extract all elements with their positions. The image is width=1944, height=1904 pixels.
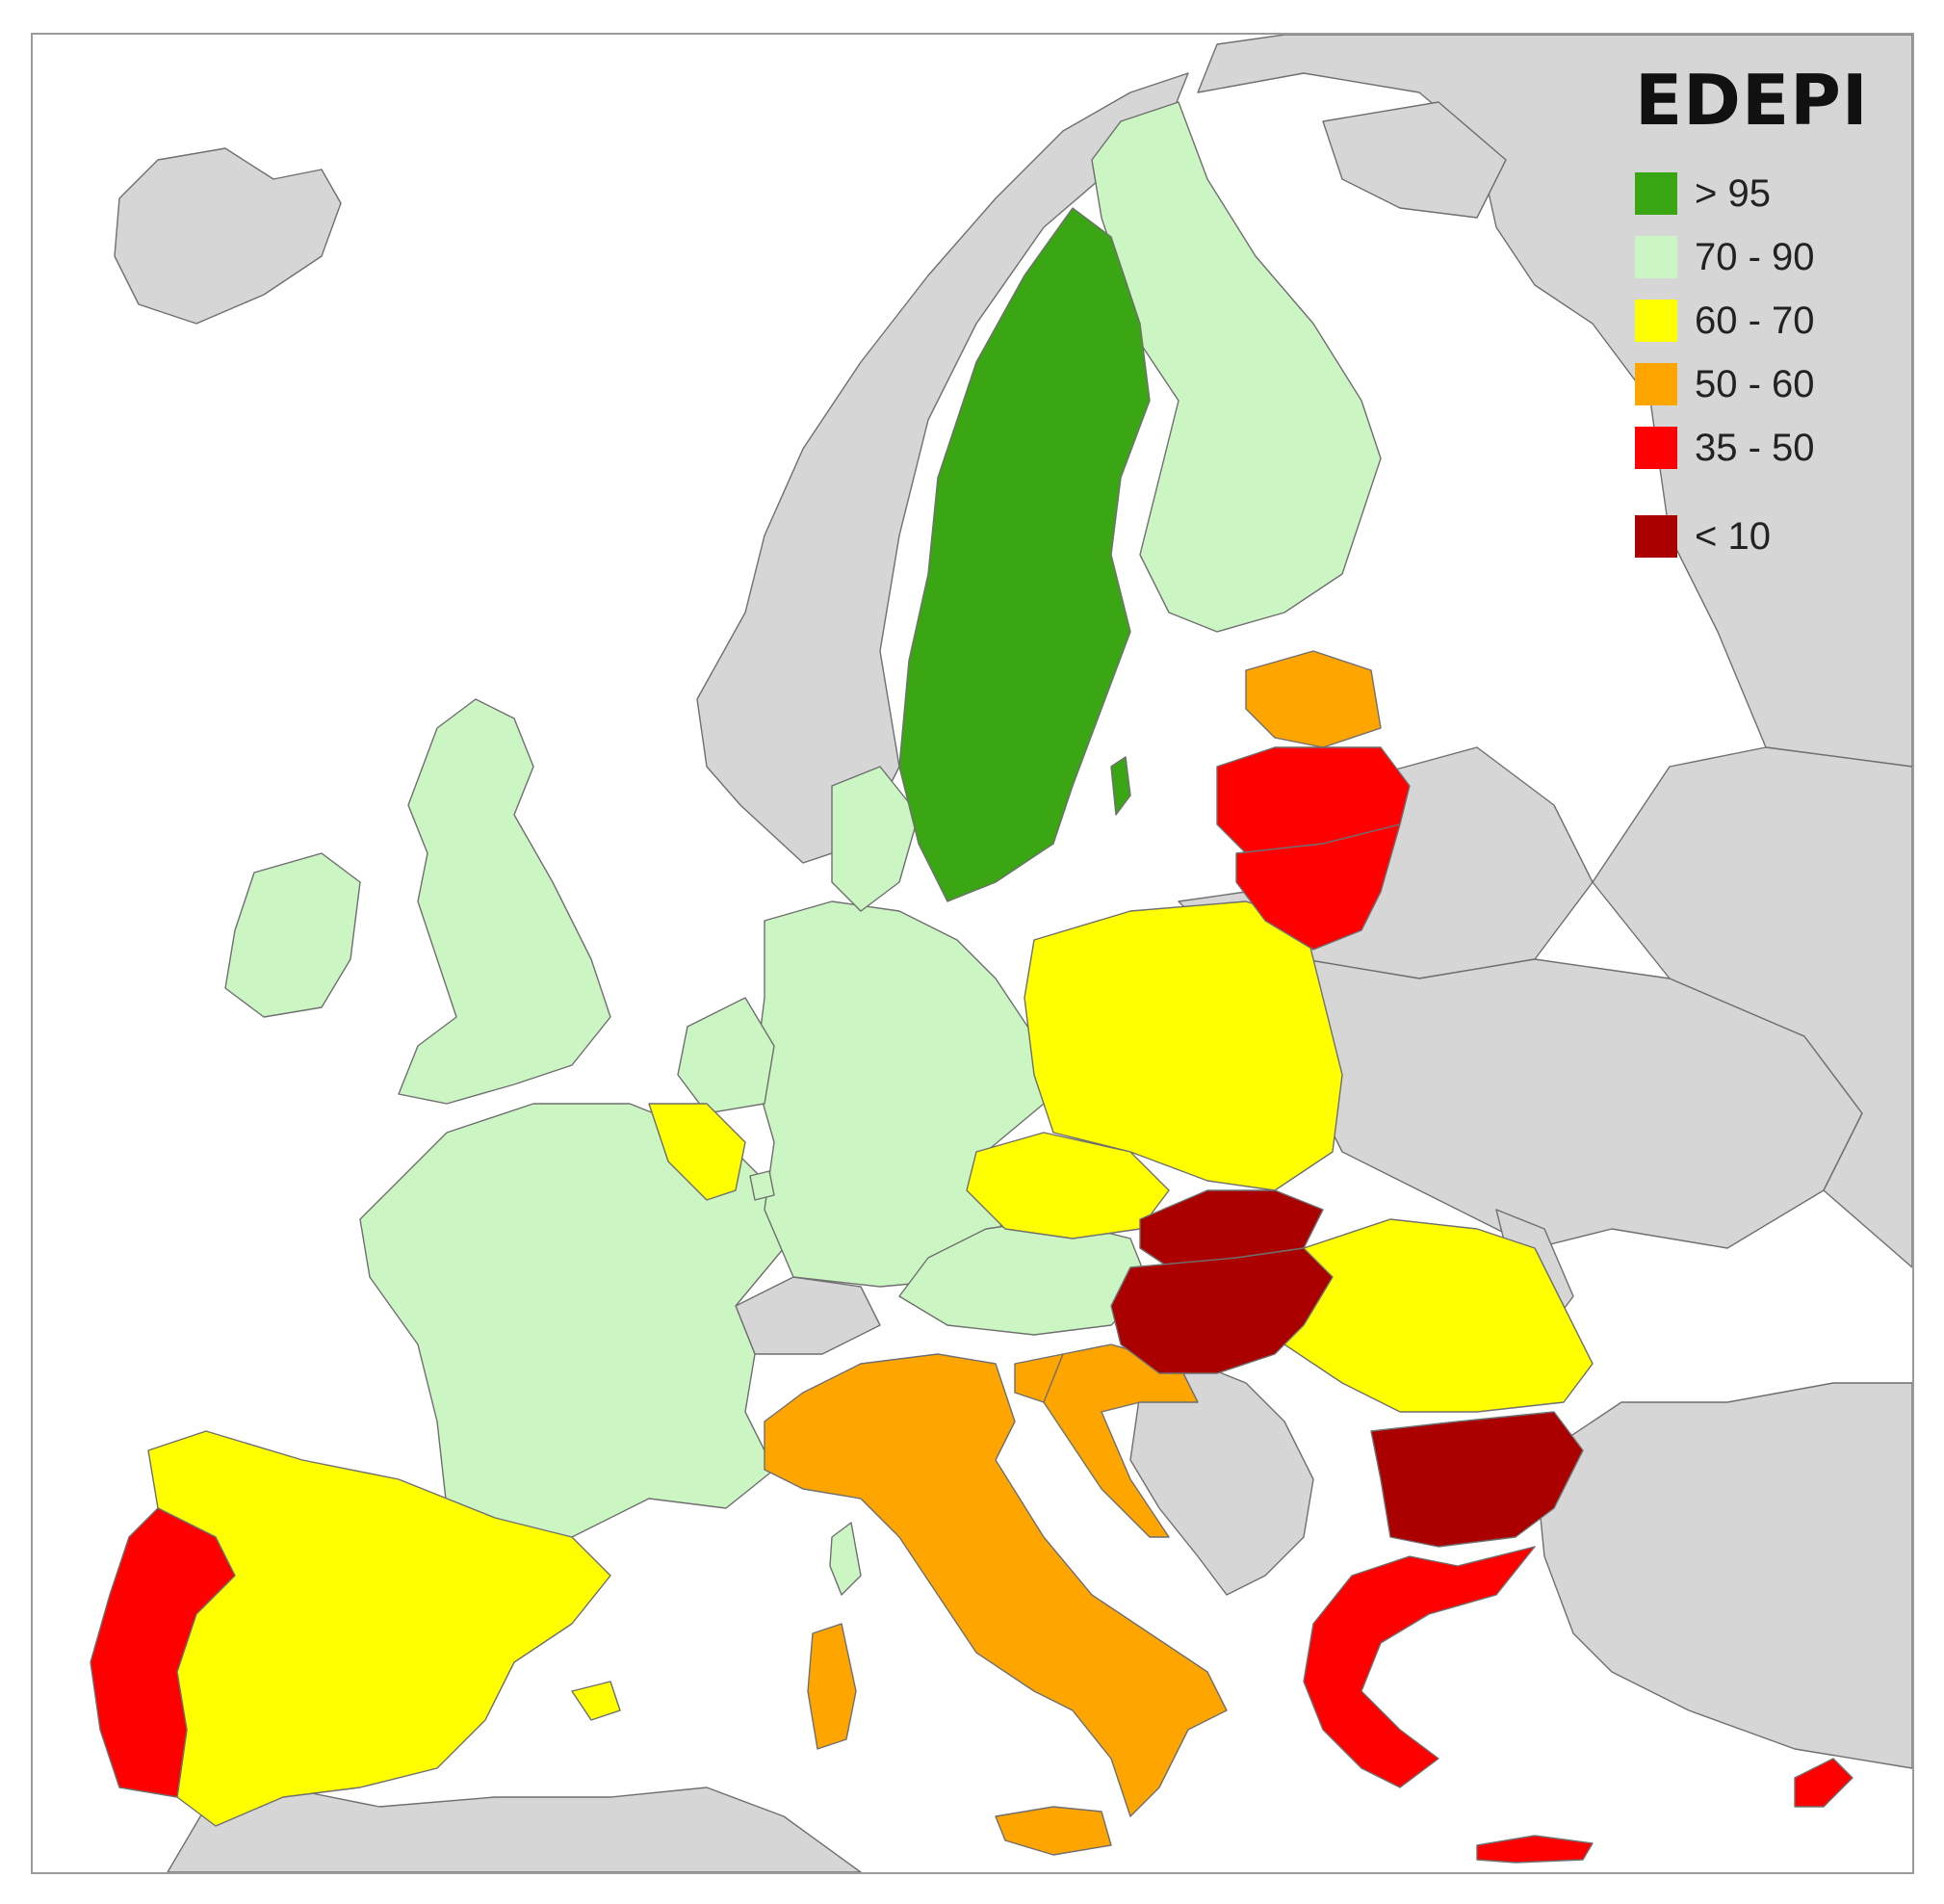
- belgium: [648, 1103, 746, 1201]
- greece: [1303, 1546, 1536, 1788]
- legend-swatch: [1635, 515, 1677, 558]
- crete: [1476, 1835, 1594, 1864]
- denmark: [831, 766, 920, 912]
- map-frame: EDEPI > 95 70 - 90 60 - 70 50 - 60 35 - …: [31, 33, 1914, 1874]
- turkey: [1534, 1382, 1912, 1769]
- gotland: [1110, 756, 1131, 816]
- corsica: [829, 1522, 862, 1596]
- kola-peninsula: [1322, 101, 1507, 219]
- cyprus: [1794, 1758, 1853, 1808]
- legend-label: 35 - 50: [1695, 426, 1815, 469]
- bulgaria: [1370, 1411, 1584, 1548]
- legend-item: > 95: [1635, 162, 1866, 225]
- legend-label: < 10: [1695, 514, 1771, 558]
- estonia: [1245, 650, 1382, 748]
- italy: [764, 1353, 1228, 1817]
- uk: [398, 698, 611, 1105]
- legend-label: > 95: [1695, 171, 1771, 215]
- legend-item: 60 - 70: [1635, 289, 1866, 352]
- legend-swatch: [1635, 363, 1677, 405]
- netherlands: [677, 997, 775, 1114]
- non-eu-regions: [114, 35, 1912, 1872]
- legend-swatch: [1635, 427, 1677, 469]
- balearic-islands: [571, 1681, 621, 1721]
- norway: [696, 72, 1189, 864]
- legend-swatch: [1635, 236, 1677, 278]
- lithuania: [1235, 823, 1401, 951]
- legend-item: 35 - 50: [1635, 416, 1866, 480]
- legend-item: 70 - 90: [1635, 225, 1866, 289]
- legend-item: < 10: [1635, 505, 1866, 568]
- latvia: [1216, 746, 1411, 854]
- hungary: [1110, 1247, 1334, 1374]
- europe-map: [90, 35, 1912, 1872]
- legend-item: 50 - 60: [1635, 352, 1866, 416]
- legend-title: EDEPI: [1635, 60, 1869, 141]
- russia-east: [1592, 746, 1912, 1268]
- ireland: [224, 852, 361, 1018]
- legend-label: 50 - 60: [1695, 362, 1815, 405]
- portugal: [90, 1507, 236, 1798]
- eu-countries: [90, 101, 1853, 1864]
- balkans-west: [1129, 1363, 1314, 1596]
- legend: EDEPI > 95 70 - 90 60 - 70 50 - 60 35 - …: [1635, 60, 1869, 568]
- legend-label: 70 - 90: [1695, 235, 1815, 278]
- luxembourg: [749, 1170, 775, 1201]
- legend-label: 60 - 70: [1695, 299, 1815, 342]
- sardinia: [807, 1623, 857, 1750]
- sicily: [995, 1806, 1112, 1856]
- legend-swatch: [1635, 300, 1677, 342]
- legend-swatch: [1635, 172, 1677, 215]
- switzerland: [735, 1276, 881, 1355]
- sweden: [898, 207, 1151, 902]
- iceland: [114, 147, 342, 325]
